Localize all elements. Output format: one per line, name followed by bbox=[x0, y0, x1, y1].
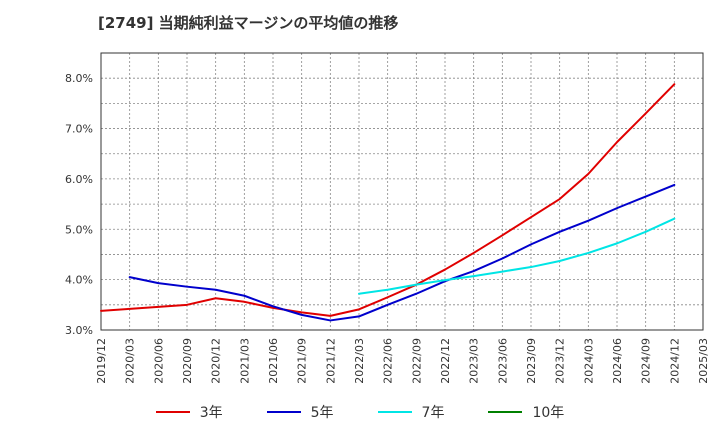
legend-item: 5年 bbox=[266, 402, 334, 422]
x-tick-label: 2022/09 bbox=[410, 338, 423, 384]
x-tick-label: 2020/09 bbox=[181, 338, 194, 384]
legend-swatch bbox=[377, 411, 412, 413]
x-tick-label: 2022/03 bbox=[353, 338, 366, 384]
x-tick-label: 2019/12 bbox=[95, 338, 108, 384]
plot-area bbox=[101, 53, 703, 330]
x-tick-label: 2023/09 bbox=[525, 338, 538, 384]
x-tick-label: 2021/06 bbox=[267, 338, 280, 384]
x-tick-label: 2024/09 bbox=[640, 338, 653, 384]
legend-label: 10年 bbox=[532, 405, 565, 421]
x-tick-label: 2020/12 bbox=[210, 338, 223, 384]
x-tick-label: 2023/06 bbox=[496, 338, 509, 384]
legend-label: 3年 bbox=[199, 405, 223, 421]
y-tick-label: 6.0% bbox=[65, 173, 93, 186]
legend-swatch bbox=[488, 411, 523, 413]
x-tick-label: 2023/12 bbox=[554, 338, 567, 384]
x-tick-label: 2022/12 bbox=[439, 338, 452, 384]
y-tick-label: 5.0% bbox=[65, 223, 93, 236]
legend-swatch bbox=[266, 411, 301, 413]
legend-item: 7年 bbox=[377, 402, 445, 422]
x-tick-label: 2021/03 bbox=[238, 338, 251, 384]
x-tick-label: 2020/06 bbox=[152, 338, 165, 384]
x-tick-label: 2020/03 bbox=[124, 338, 137, 384]
y-tick-label: 7.0% bbox=[65, 123, 93, 136]
series-line bbox=[100, 83, 676, 317]
y-tick-label: 3.0% bbox=[65, 324, 93, 337]
chart-title: [2749] 当期純利益マージンの平均値の推移 bbox=[98, 14, 399, 32]
x-tick-label: 2025/03 bbox=[697, 338, 710, 384]
series-line bbox=[128, 183, 676, 322]
x-tick-label: 2024/06 bbox=[611, 338, 624, 384]
legend-label: 7年 bbox=[421, 405, 445, 421]
plot-border bbox=[100, 52, 704, 331]
x-tick-label: 2024/12 bbox=[668, 338, 681, 384]
legend-swatch bbox=[155, 411, 190, 413]
legend-item: 3年 bbox=[155, 402, 223, 422]
y-tick-label: 4.0% bbox=[65, 274, 93, 287]
x-tick-label: 2022/06 bbox=[382, 338, 395, 384]
legend-item: 10年 bbox=[488, 402, 564, 422]
x-tick-label: 2021/09 bbox=[296, 338, 309, 384]
y-tick-label: 8.0% bbox=[65, 72, 93, 85]
line-chart: 3.0% 4.0% 5.0% 6.0% 7.0% 8.0% 2019/12 2020/03 20… bbox=[65, 52, 710, 384]
legend-label: 5年 bbox=[310, 405, 334, 421]
x-tick-label: 2024/03 bbox=[582, 338, 595, 384]
series-line bbox=[358, 217, 676, 295]
x-tick-label: 2023/03 bbox=[468, 338, 481, 384]
x-tick-label: 2021/12 bbox=[324, 338, 337, 384]
chart-legend: 3年 5年 7年 10年 bbox=[0, 402, 720, 422]
